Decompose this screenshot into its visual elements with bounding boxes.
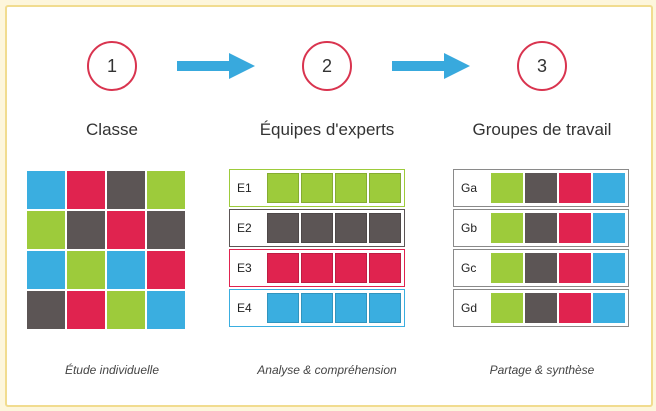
work-group-cell	[593, 253, 625, 283]
classe-cell	[147, 251, 185, 289]
work-group-label: Gb	[461, 221, 478, 235]
heading-classe: Classe	[86, 120, 138, 139]
classe-cell	[67, 291, 105, 329]
work-group-label: Ga	[461, 181, 478, 195]
caption-etude-individuelle: Étude individuelle	[64, 363, 160, 377]
expert-team-cell	[267, 253, 299, 283]
expert-team-cell	[369, 213, 401, 243]
expert-team-cell	[369, 253, 401, 283]
classe-cell	[27, 251, 65, 289]
expert-team-cell	[335, 253, 367, 283]
expert-team-label: E1	[237, 181, 252, 195]
work-group-cell	[525, 293, 557, 323]
work-group-cell	[593, 213, 625, 243]
step-1-number: 1	[106, 55, 117, 76]
expert-team-cell	[267, 173, 299, 203]
expert-team-row: E2	[229, 209, 405, 247]
work-group-cell	[525, 213, 557, 243]
expert-team-cell	[369, 173, 401, 203]
work-group-cell	[593, 173, 625, 203]
work-group-cell	[525, 253, 557, 283]
expert-team-label: E4	[237, 301, 252, 315]
classe-cell	[147, 171, 185, 209]
classe-cell	[107, 211, 145, 249]
arrow-right-icon	[392, 53, 470, 79]
work-group-row: Gd	[453, 289, 629, 327]
work-group-cell	[559, 253, 591, 283]
expert-team-cell	[369, 293, 401, 323]
work-group-cell	[559, 213, 591, 243]
expert-team-cell	[335, 213, 367, 243]
step-3-number: 3	[536, 55, 547, 76]
work-group-label: Gd	[461, 301, 478, 315]
classe-cell	[147, 211, 185, 249]
classe-cell	[67, 251, 105, 289]
work-group-row: Gb	[453, 209, 629, 247]
expert-team-cell	[301, 253, 333, 283]
expert-team-cell	[301, 293, 333, 323]
work-group-cell	[593, 293, 625, 323]
expert-team-row: E1	[229, 169, 405, 207]
expert-team-cell	[301, 173, 333, 203]
expert-team-label: E2	[237, 221, 252, 235]
work-group-cell	[559, 293, 591, 323]
classe-grid	[27, 171, 185, 329]
arrow-right-icon	[177, 53, 255, 79]
diagram-frame: 1 2 3 Classe Équipes d'experts Groupes d…	[5, 5, 653, 407]
classe-cell	[67, 171, 105, 209]
step-2-number: 2	[321, 55, 332, 76]
expert-team-cell	[335, 293, 367, 323]
caption-analyse-comprehension: Analyse & compréhension	[257, 363, 397, 377]
heading-equipes-experts: Équipes d'experts	[259, 120, 395, 139]
classe-cell	[27, 211, 65, 249]
classe-cell	[67, 211, 105, 249]
classe-cell	[107, 291, 145, 329]
step-1-circle: 1	[87, 41, 137, 91]
work-group-label: Gc	[461, 261, 477, 275]
classe-cell	[107, 171, 145, 209]
classe-cell	[107, 251, 145, 289]
work-group-row: Ga	[453, 169, 629, 207]
classe-cell	[27, 171, 65, 209]
expert-team-row: E4	[229, 289, 405, 327]
classe-cell	[27, 291, 65, 329]
caption-partage-synthese: Partage & synthèse	[489, 363, 595, 377]
work-group-row: Gc	[453, 249, 629, 287]
heading-groupes-travail: Groupes de travail	[472, 120, 612, 139]
expert-team-cell	[301, 213, 333, 243]
step-3-circle: 3	[517, 41, 567, 91]
work-group-cell	[491, 213, 523, 243]
work-group-cell	[491, 173, 523, 203]
classe-cell	[147, 291, 185, 329]
work-group-cell	[525, 173, 557, 203]
expert-team-cell	[267, 213, 299, 243]
expert-team-label: E3	[237, 261, 252, 275]
step-2-circle: 2	[302, 41, 352, 91]
work-group-cell	[491, 293, 523, 323]
work-group-cell	[491, 253, 523, 283]
work-group-cell	[559, 173, 591, 203]
expert-team-row: E3	[229, 249, 405, 287]
expert-team-cell	[335, 173, 367, 203]
expert-team-cell	[267, 293, 299, 323]
